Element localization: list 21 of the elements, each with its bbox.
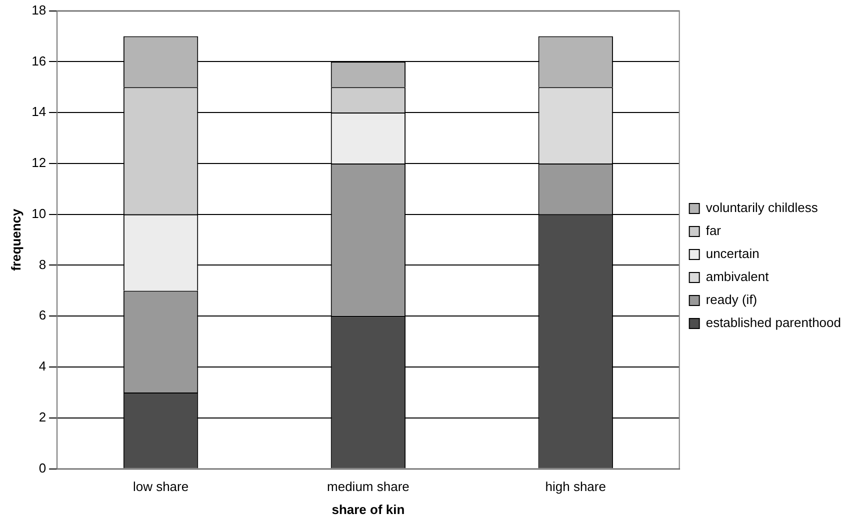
y-tick-label: 10	[32, 206, 46, 221]
x-tick-label: low share	[132, 479, 189, 494]
y-axis-title: frequency	[8, 208, 24, 271]
y-tick-label: 8	[38, 256, 46, 272]
y-tick-label: 4	[38, 358, 46, 374]
y-tick-label: 2	[38, 409, 46, 424]
x-tick-label: medium share	[327, 479, 410, 494]
x-tick-label: high share	[545, 479, 606, 494]
legend-label: uncertain	[706, 246, 760, 262]
x-axis-title: share of kin	[332, 502, 405, 517]
y-tick-label: 0	[38, 460, 46, 476]
legend-label: far	[706, 223, 722, 238]
y-tick-label: 6	[38, 308, 46, 323]
y-tick-label: 14	[32, 104, 46, 120]
y-tick-label: 16	[32, 53, 46, 68]
legend-label: ambivalent	[706, 269, 770, 284]
legend-label: established parenthood	[706, 315, 842, 330]
legend-label: ready (if)	[706, 292, 758, 308]
legend-label: voluntarily childless	[706, 200, 818, 216]
y-tick-label: 18	[32, 2, 46, 18]
y-tick-label: 12	[32, 155, 46, 170]
